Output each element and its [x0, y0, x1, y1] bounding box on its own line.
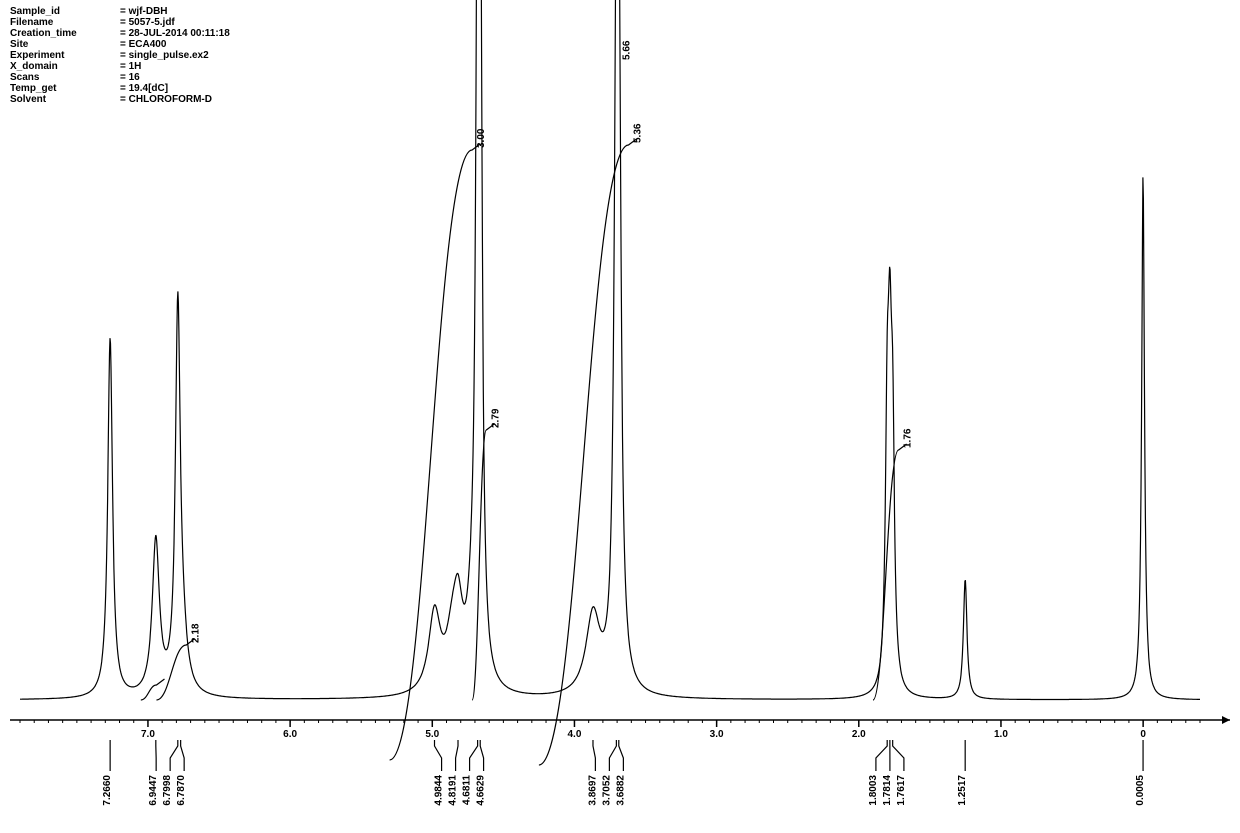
integral-label: 1.76	[903, 428, 914, 448]
peak-label-line	[470, 740, 478, 771]
peak-label: 4.6629	[476, 775, 487, 806]
peak-label: 1.8003	[868, 775, 879, 806]
peak-label-line	[619, 740, 624, 771]
peak-label: 0.0005	[1135, 775, 1146, 806]
svg-text:5.0: 5.0	[425, 729, 439, 740]
svg-text:3.0: 3.0	[710, 729, 724, 740]
peak-label-line	[893, 740, 904, 771]
integral-label: 5.66	[622, 40, 633, 60]
peak-label: 6.7870	[176, 775, 187, 806]
peak-label: 4.8191	[448, 775, 459, 806]
peak-label: 4.9844	[434, 775, 445, 806]
peak-label-line	[876, 740, 887, 771]
integral-curve	[539, 139, 637, 765]
svg-text:7.0: 7.0	[141, 729, 155, 740]
peak-label: 1.7617	[896, 775, 907, 806]
axis-arrow	[1222, 716, 1230, 724]
svg-text:0: 0	[1140, 729, 1146, 740]
integral-curve	[390, 144, 480, 760]
peak-label: 3.8697	[587, 775, 598, 806]
peak-label-line	[181, 740, 185, 771]
svg-text:4.0: 4.0	[568, 729, 582, 740]
peak-label-line	[593, 740, 595, 771]
peak-label: 3.6882	[615, 775, 626, 806]
peak-label-line	[609, 740, 616, 771]
peak-label: 6.7998	[162, 775, 173, 806]
integral-label: 2.79	[490, 408, 501, 428]
peak-label: 7.2660	[102, 775, 113, 806]
integral-curve	[472, 424, 494, 700]
integral-curve	[873, 444, 907, 700]
spectrum-trace	[20, 0, 1200, 700]
integral-label: 5.36	[632, 123, 643, 143]
integral-label: 3.00	[476, 128, 487, 148]
peak-label: 1.7814	[882, 775, 893, 806]
peak-label-line	[170, 740, 178, 771]
peak-label: 3.7052	[601, 775, 612, 806]
svg-text:6.0: 6.0	[283, 729, 297, 740]
peak-label: 4.6811	[462, 775, 473, 805]
peak-label-line	[480, 740, 483, 771]
svg-text:2.0: 2.0	[852, 729, 866, 740]
peak-label-line	[435, 740, 442, 771]
integral-curve	[141, 679, 165, 700]
nmr-spectrum: 2.18 3.00 2.79 5.36 5.66 1.76 7.0 6.0 5.0 4.0 3.0 2…	[0, 0, 1240, 833]
peak-label-line	[456, 740, 458, 771]
peak-label: 6.9447	[148, 775, 159, 806]
peak-label: 1.2517	[957, 775, 968, 806]
axis-labels: 7.0 6.0 5.0 4.0 3.0 2.0 1.0 0	[141, 720, 1146, 740]
integral-label: 2.18	[190, 623, 201, 643]
svg-text:1.0: 1.0	[994, 729, 1008, 740]
